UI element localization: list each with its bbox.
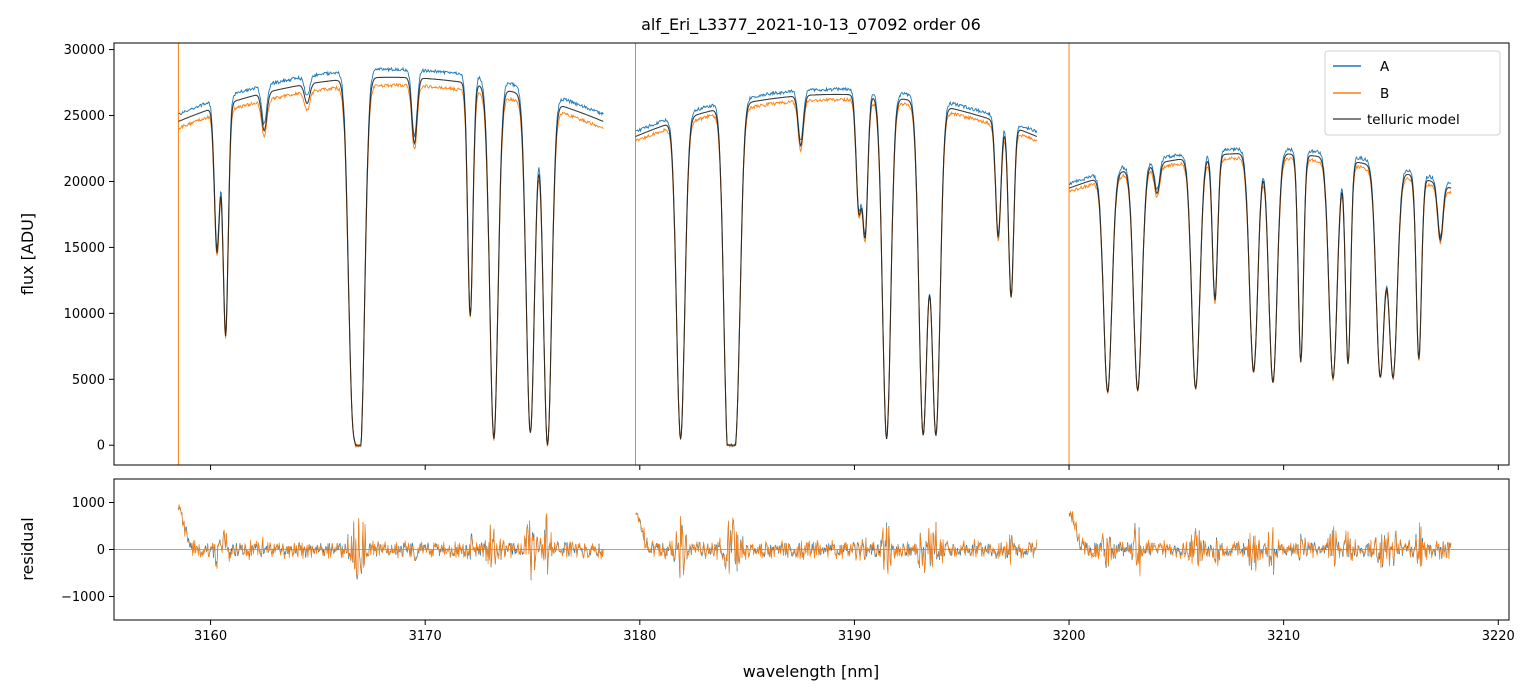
residual-y-tick-label: 1000 xyxy=(72,496,105,511)
residual-y-axis: −1000 0 1000 xyxy=(61,496,114,605)
flux-y-tick-label: 25000 xyxy=(64,109,105,124)
residual-x-tick-label: 3190 xyxy=(838,629,871,644)
legend: A B telluric model xyxy=(1324,50,1501,136)
flux-plot-area xyxy=(177,43,1452,465)
residual-y-tick-label: −1000 xyxy=(61,590,105,605)
residual-b-line xyxy=(178,504,1452,579)
flux-panel-frame xyxy=(113,42,1510,466)
residual-x-axis: 3160 3170 3180 3190 3200 3210 3220 xyxy=(194,620,1515,644)
residual-x-tick-label: 3220 xyxy=(1482,629,1515,644)
residual-x-tick-label: 3210 xyxy=(1267,629,1300,644)
legend-label-b: B xyxy=(1380,86,1389,102)
flux-y-tick-label: 10000 xyxy=(64,307,105,322)
flux-y-axis-label: flux [ADU] xyxy=(18,213,37,295)
residual-y-axis-label: residual xyxy=(18,517,37,580)
x-axis-label: wavelength [nm] xyxy=(743,662,880,681)
flux-y-axis: 0 5000 10000 15000 20000 25000 30000 xyxy=(64,43,114,454)
legend-box xyxy=(1324,50,1501,136)
legend-label-a: A xyxy=(1380,59,1390,75)
flux-x-axis xyxy=(210,465,1499,470)
flux-panel: 0 5000 10000 15000 20000 25000 30000 flux [ADU… xyxy=(18,42,1510,470)
legend-label-telluric: telluric model xyxy=(1367,112,1460,128)
chart-title: alf_Eri_L3377_2021-10-13_07092 order 06 xyxy=(641,15,981,35)
residual-x-tick-label: 3200 xyxy=(1052,629,1085,644)
residual-panel-frame xyxy=(113,478,1510,621)
flux-y-tick-label: 20000 xyxy=(64,175,105,190)
residual-y-tick-label: 0 xyxy=(97,543,105,558)
series-telluric-model-line xyxy=(178,76,1452,446)
flux-y-tick-label: 30000 xyxy=(64,43,105,58)
flux-y-tick-label: 0 xyxy=(97,439,105,454)
flux-y-tick-label: 15000 xyxy=(64,241,105,256)
residual-x-tick-label: 3160 xyxy=(194,629,227,644)
residual-plot-area xyxy=(114,504,1509,581)
residual-x-tick-label: 3170 xyxy=(409,629,442,644)
residual-x-tick-label: 3180 xyxy=(623,629,656,644)
flux-y-tick-label: 5000 xyxy=(72,373,105,388)
